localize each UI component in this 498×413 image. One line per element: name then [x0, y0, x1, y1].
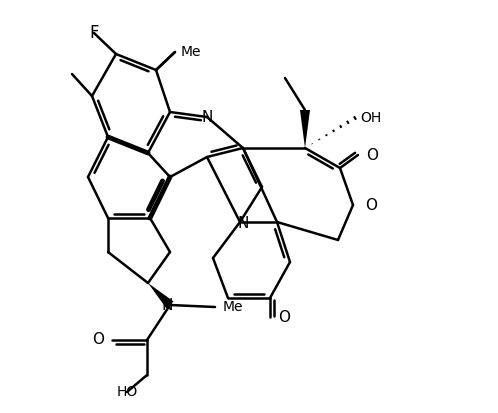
Text: N: N: [161, 297, 173, 313]
Text: HO: HO: [117, 385, 137, 399]
Text: F: F: [89, 24, 99, 42]
Text: O: O: [92, 332, 104, 347]
Text: Me: Me: [181, 45, 202, 59]
Text: OH: OH: [360, 111, 381, 125]
Text: O: O: [366, 147, 378, 162]
Text: Me: Me: [223, 300, 244, 314]
Polygon shape: [300, 110, 310, 148]
Text: O: O: [278, 309, 290, 325]
Text: O: O: [365, 197, 377, 213]
Text: N: N: [201, 109, 213, 124]
Polygon shape: [148, 283, 173, 309]
Text: N: N: [238, 216, 249, 232]
